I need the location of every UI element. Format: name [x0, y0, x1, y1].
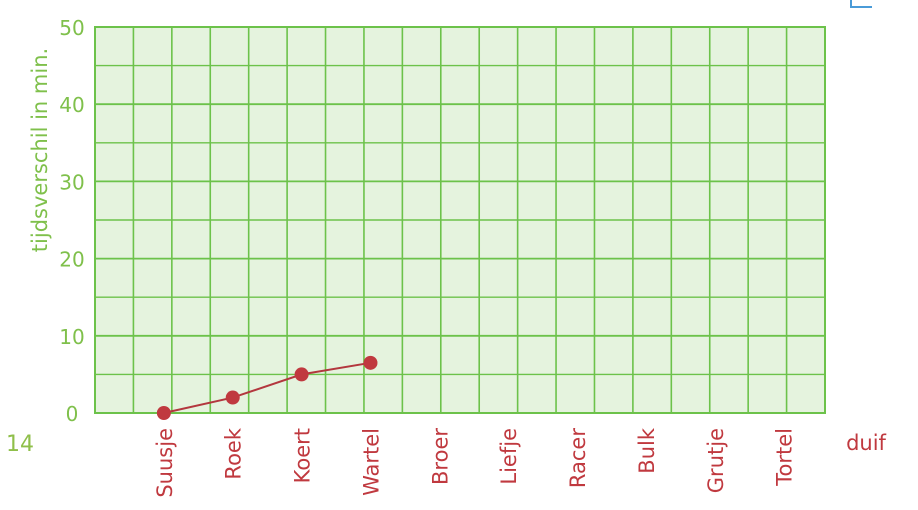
corner-tab-mark: [850, 0, 872, 8]
y-tick-label: 40: [59, 93, 84, 117]
data-point: [156, 406, 171, 420]
y-tick-label: 20: [59, 248, 84, 272]
x-category-label: Liefje: [497, 428, 521, 485]
data-point: [294, 367, 309, 382]
x-category-label: Broer: [428, 428, 452, 485]
data-point: [225, 390, 240, 405]
data-point: [363, 355, 378, 370]
page-number: 14: [6, 432, 34, 457]
y-axis-label: tijdsverschil in min.: [28, 48, 52, 252]
x-category-label: Racer: [566, 428, 590, 488]
x-category-label: Koert: [291, 428, 315, 483]
plot-frame: [94, 26, 826, 414]
x-category-label: Suusje: [153, 428, 177, 498]
x-axis-label: duif: [846, 431, 886, 455]
y-tick-label: 10: [59, 325, 84, 349]
x-category-label: Tortel: [773, 428, 797, 487]
y-tick-label: 30: [59, 170, 84, 194]
x-category-label: Roek: [222, 427, 246, 479]
y-tick-label: 50: [59, 16, 84, 40]
x-category-label: Wartel: [359, 428, 383, 496]
y-tick-label: 0: [66, 402, 79, 426]
x-category-label: Bulk: [635, 427, 659, 474]
series-line: [163, 361, 371, 414]
x-category-label: Grutje: [704, 428, 728, 493]
